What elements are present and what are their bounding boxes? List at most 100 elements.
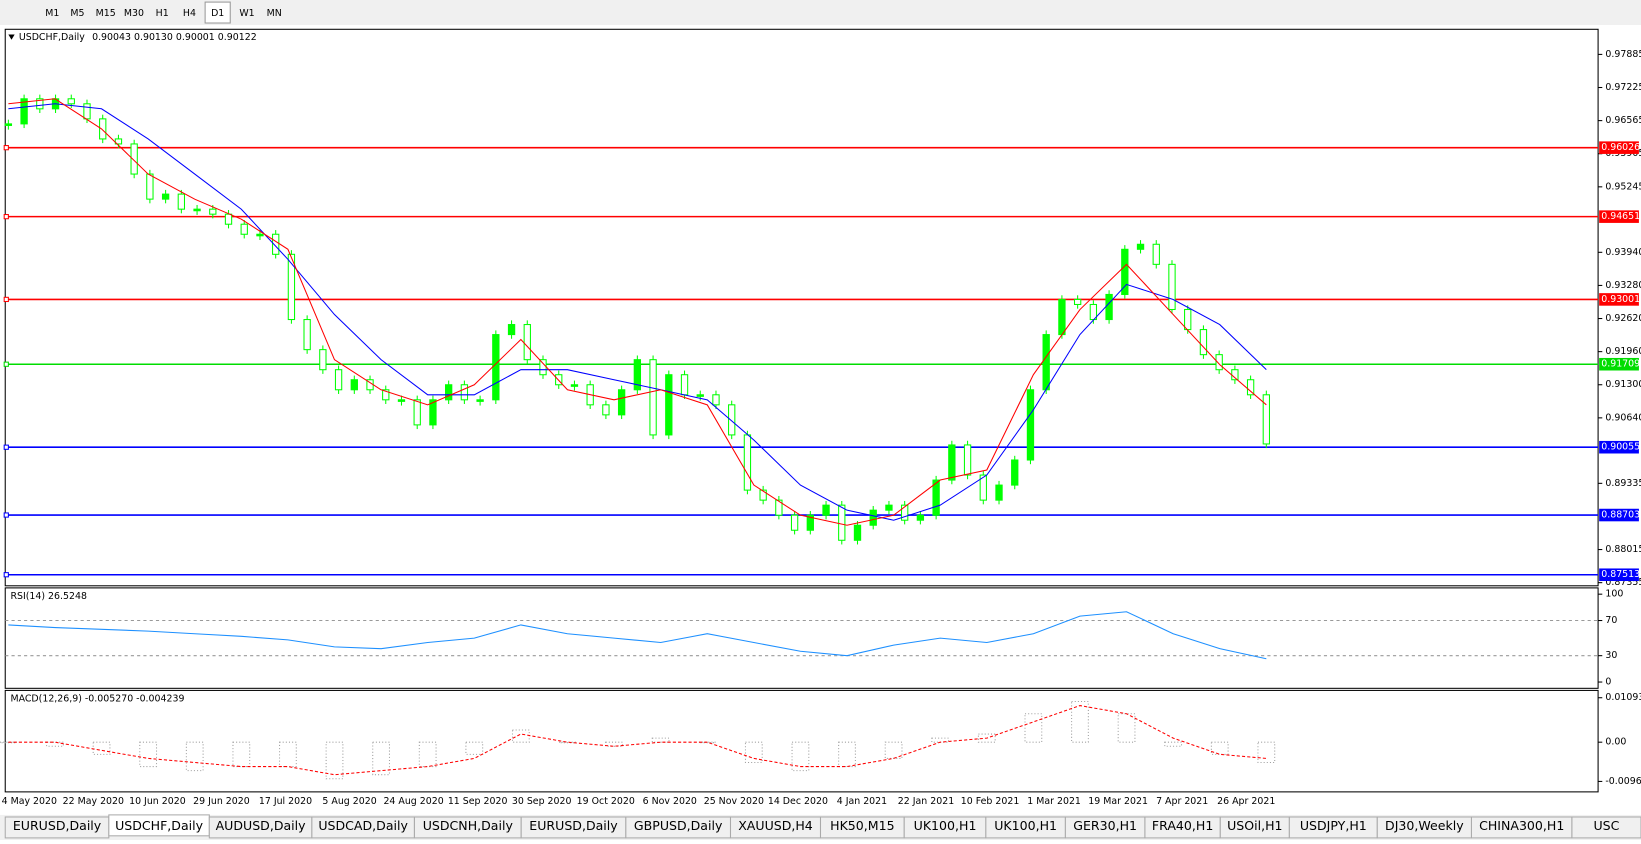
collapse-arrow[interactable] (8, 34, 15, 40)
tab[interactable]: EURUSD,Daily (4, 816, 110, 839)
timeframe-label[interactable]: M5 (70, 8, 84, 19)
candle-body (743, 434, 752, 491)
tab-label[interactable]: EURUSD,Daily (529, 818, 618, 833)
candle-body (1058, 298, 1066, 336)
tab-label[interactable]: GER30,H1 (1073, 818, 1137, 833)
timeframe-button[interactable] (176, 2, 202, 24)
moving-average (8, 98, 1267, 526)
candle-body (1184, 308, 1192, 331)
candle-body (303, 319, 311, 351)
tab-label[interactable]: UK100,H1 (994, 818, 1057, 833)
candle-body (413, 399, 421, 426)
y-tick-label: -0.009653 (1605, 776, 1641, 787)
level-label-box (1599, 210, 1639, 223)
tab[interactable]: HK50,M15 (819, 816, 905, 839)
tab[interactable]: GER30,H1 (1064, 816, 1146, 839)
tab[interactable]: DJ30,Weekly (1376, 816, 1472, 839)
x-tick-label: 14 Dec 2020 (768, 796, 828, 807)
y-tick-label: 0.89335 (1605, 478, 1641, 489)
tab-box[interactable] (1571, 816, 1641, 839)
timeframe-label[interactable]: M30 (124, 8, 144, 19)
tab-label[interactable]: USOil,H1 (1227, 818, 1282, 833)
candle-body (460, 384, 469, 401)
tab-label[interactable]: USDCHF,Daily (115, 818, 204, 833)
candle-body (1105, 293, 1113, 321)
macd-bar (791, 741, 810, 772)
y-tick-label: 0.97885 (1605, 49, 1641, 60)
y-tick-label: 0.88015 (1605, 544, 1641, 555)
candle-body (1199, 329, 1208, 356)
timeframe-button[interactable] (149, 2, 175, 24)
timeframe-label[interactable]: MN (267, 8, 282, 19)
macd-bar (232, 741, 251, 768)
y-tick-label: 0.87355 (1605, 577, 1641, 588)
tab-label[interactable]: EURUSD,Daily (13, 818, 102, 833)
tab-label[interactable]: FRA40,H1 (1152, 818, 1213, 833)
tab-label[interactable]: USDCNH,Daily (423, 818, 514, 833)
timeframe-button[interactable] (234, 2, 260, 24)
candle-body (712, 394, 720, 406)
level-label: 0.88703 (1601, 510, 1640, 521)
tab[interactable]: UK100,H1 (903, 816, 987, 839)
candle-body (193, 208, 201, 212)
macd-title: MACD(12,26,9) -0.005270 -0.004239 (10, 693, 184, 704)
candle-body (67, 98, 75, 105)
x-tick-label: 5 Aug 2020 (322, 796, 376, 807)
tab-label[interactable]: USDJPY,H1 (1300, 818, 1367, 833)
tab[interactable]: AUDUSD,Daily (208, 816, 313, 839)
tab-label[interactable]: USC (1593, 818, 1619, 833)
timeframe-label[interactable]: W1 (239, 8, 254, 19)
tab[interactable]: FRA40,H1 (1144, 816, 1221, 839)
main-panel (4, 28, 1599, 587)
tab[interactable]: USDJPY,H1 (1288, 816, 1378, 839)
tab-label[interactable]: AUDUSD,Daily (216, 818, 307, 833)
y-tick-label: 0.92620 (1605, 313, 1641, 324)
tab-label[interactable]: USDCAD,Daily (318, 818, 408, 833)
macd-bar (558, 741, 577, 744)
x-tick-label: 26 Apr 2021 (1217, 796, 1275, 807)
level-label-box (1599, 141, 1639, 154)
tab-label[interactable]: GBPUSD,Daily (634, 818, 723, 833)
tab-label[interactable]: DJ30,Weekly (1385, 818, 1464, 833)
tab[interactable]: USDCNH,Daily (413, 816, 522, 839)
timeframe-button[interactable] (93, 2, 119, 24)
candle-body (287, 253, 296, 321)
y-tick-label: 0.90640 (1605, 412, 1641, 423)
tab[interactable]: USC (1571, 816, 1641, 839)
candle-body (539, 359, 547, 376)
timeframe-label[interactable]: H1 (156, 8, 169, 19)
timeframe-button[interactable] (261, 2, 287, 24)
tab[interactable]: UK100,H1 (985, 816, 1066, 839)
x-tick-label: 6 Nov 2020 (643, 796, 697, 807)
timeframe-button[interactable] (39, 2, 65, 24)
timeframe-button[interactable] (64, 2, 91, 24)
timeframe-button[interactable] (204, 1, 231, 24)
candle-body (853, 524, 862, 541)
timeframe-label[interactable]: M15 (96, 8, 116, 19)
tab-label[interactable]: CHINA300,H1 (1479, 818, 1564, 833)
tab[interactable]: GBPUSD,Daily (625, 816, 732, 839)
tab[interactable]: USDCHF,Daily (108, 814, 210, 837)
macd-bar (838, 741, 856, 768)
timeframe-label[interactable]: D1 (211, 8, 224, 19)
tab[interactable]: EURUSD,Daily (520, 816, 627, 839)
y-tick-label: 0.93940 (1605, 247, 1641, 258)
y-tick-label: 70 (1605, 615, 1617, 626)
tab-label[interactable]: UK100,H1 (914, 818, 977, 833)
timeframe-label[interactable]: M1 (45, 8, 59, 19)
timeframe-button[interactable] (121, 2, 147, 24)
macd-panel (4, 689, 1599, 793)
tab[interactable]: USDCAD,Daily (311, 816, 415, 839)
tab[interactable]: CHINA300,H1 (1470, 816, 1573, 839)
x-tick-label: 29 Jun 2020 (193, 796, 250, 807)
candle-body (209, 208, 217, 215)
candle-body (916, 514, 925, 521)
candle-body (429, 399, 437, 426)
candle-body (822, 504, 830, 516)
tab-label[interactable]: XAUUSD,H4 (738, 818, 813, 833)
tab[interactable]: USOil,H1 (1219, 816, 1290, 839)
tab-label[interactable]: HK50,M15 (830, 818, 894, 833)
tab[interactable]: XAUUSD,H4 (729, 816, 822, 839)
timeframe-label[interactable]: H4 (183, 8, 196, 19)
y-tick-label: 30 (1605, 650, 1617, 661)
